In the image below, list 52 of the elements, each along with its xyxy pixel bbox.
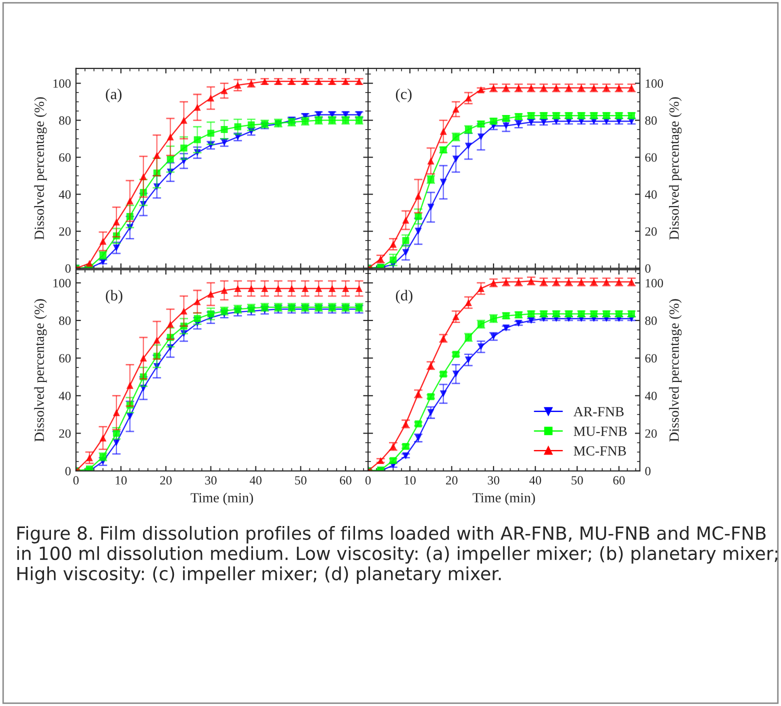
x-tick-label: 20 (446, 476, 458, 485)
y-tick-label: 20 (59, 227, 71, 236)
y-tick-label: 60 (59, 153, 71, 162)
x-tick-label: 60 (340, 476, 352, 485)
y-axis-title: Dissolved percentage (%) (669, 97, 682, 240)
y-tick-label: 80 (645, 116, 657, 125)
x-tick-label: 10 (404, 476, 416, 485)
y-tick-label: 60 (59, 354, 71, 363)
y-tick-label: 80 (59, 116, 71, 125)
y-tick-label: 100 (646, 278, 664, 288)
y-axis-title: Dissolved percentage (%) (669, 299, 682, 442)
y-tick-label: 100 (53, 79, 71, 88)
x-tick-label: 60 (613, 476, 625, 485)
y-tick-label: 40 (58, 392, 71, 400)
y-tick-label: 0 (65, 264, 71, 273)
y-tick-label: 80 (645, 316, 657, 325)
annotation: (d) (396, 290, 412, 304)
y-tick-label: 0 (645, 466, 651, 476)
y-tick-label: 20 (645, 227, 657, 236)
y-tick-label: 40 (58, 190, 71, 199)
y-tick-label: 40 (644, 392, 657, 400)
y-axis-title: Dissolved percentage (%) (34, 97, 47, 240)
annotation: (a) (106, 88, 122, 102)
caption: Figure 8. Film dissolution profiles of films loaded with AR-FNB, MU-FNB and MC-FNB in 100 ml dissolution medium. Low viscosity: (a) impeller mixer; (b) planetary mixer; High viscosity: (c) impeller mixer; (d) planetary mixer. (17, 526, 778, 584)
x-tick-label: 50 (295, 476, 306, 485)
x-tick-label: 50 (572, 476, 583, 485)
y-axis-title: Dissolved percentage (%) (34, 299, 47, 442)
y-tick-label: 40 (644, 190, 657, 199)
y-tick-label: 20 (645, 429, 657, 438)
x-tick-label: 40 (529, 476, 542, 485)
annotation: (b) (106, 290, 122, 304)
y-tick-label: 0 (65, 466, 71, 476)
x-axis-title: Time (min) (472, 492, 535, 506)
x-axis-title: Time (min) (190, 492, 254, 506)
legend-label: AR-FNB (573, 407, 624, 416)
x-tick-label: 30 (205, 476, 217, 485)
x-tick-label: 30 (488, 476, 500, 485)
x-tick-label: 40 (250, 476, 262, 485)
y-tick-label: 100 (53, 278, 71, 288)
legend-label: MC-FNB (574, 446, 626, 456)
annotation: (c) (396, 88, 412, 102)
y-tick-label: 80 (59, 316, 71, 325)
y-tick-label: 0 (645, 264, 651, 273)
y-tick-label: 60 (645, 354, 657, 363)
y-tick-label: 60 (645, 153, 657, 162)
x-tick-label: 10 (116, 476, 127, 485)
y-tick-label: 20 (59, 429, 71, 438)
legend-label: MU-FNB (574, 426, 627, 436)
x-tick-label: 0 (365, 476, 371, 485)
x-tick-label: 0 (73, 476, 79, 485)
x-tick-label: 20 (160, 476, 172, 485)
y-tick-label: 100 (646, 79, 664, 88)
